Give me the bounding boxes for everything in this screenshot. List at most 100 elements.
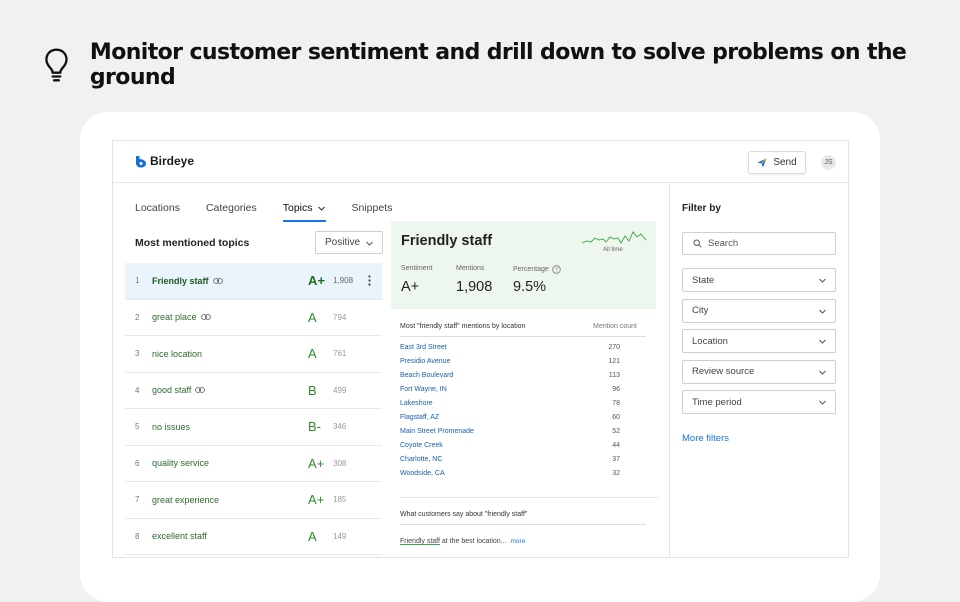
location-link[interactable]: Woodside, CA [400,470,445,477]
tab-topics[interactable]: Topics [282,202,326,222]
topic-rank: 6 [135,458,140,468]
topic-row[interactable]: 6 quality service A+ 308 [125,446,382,482]
filter-select-label: Location [692,335,728,347]
sentiment-stat-label: Sentiment [401,265,433,272]
search-placeholder: Search [708,238,739,249]
quote-highlight: Friendly staff [400,538,440,545]
location-link[interactable]: Coyote Creek [400,442,443,449]
location-link[interactable]: Flagstaff, AZ [400,414,440,421]
customer-quote: Friendly staff at the best location... m… [400,538,525,545]
topic-name: quality service [152,458,209,468]
sentiment-stat-value: A+ [401,279,420,295]
topic-grade: B [308,382,317,398]
svg-text:?: ? [555,268,558,274]
filter-select-label: State [692,274,715,286]
tab-snippets[interactable]: Snippets [351,202,393,214]
location-link[interactable]: Presidio Avenue [400,358,451,365]
topic-rank: 5 [135,422,140,432]
location-link[interactable]: Main Street Promenade [400,428,474,435]
location-row: Woodside, CA 32 [400,470,646,484]
topic-list: 1 Friendly staff A+ 1,908 2 great place A 794 3 n… [125,263,382,555]
quote-text: at the best location... [439,538,507,545]
topic-detail-header: Friendly staff All time Sentiment Mentio… [391,221,656,309]
chevron-down-icon [819,278,826,283]
more-options-icon[interactable] [368,275,371,286]
topic-name: great place [152,312,211,322]
link-icon [195,387,206,394]
filter-search-input[interactable]: Search [682,232,836,255]
quote-more-link[interactable]: more [510,538,526,545]
topic-name: great experience [152,495,219,505]
topic-rank: 4 [135,385,140,395]
lightbulb-icon [45,48,68,82]
topic-name: Friendly staff [152,276,223,286]
topic-row[interactable]: 3 nice location A 761 [125,336,382,373]
topic-grade: A+ [308,455,325,471]
chevron-down-icon [819,309,826,314]
topic-row[interactable]: 1 Friendly staff A+ 1,908 [125,263,382,300]
info-icon[interactable]: ? [552,265,561,274]
filter-select-review-source[interactable]: Review source [682,359,836,384]
link-icon [212,277,223,284]
location-row: Flagstaff, AZ 60 [400,414,646,428]
location-count: 270 [608,344,620,351]
mention-count-header: Mention count [593,323,637,330]
topic-row[interactable]: 2 great place A 794 [125,300,382,336]
chevron-down-icon [819,370,826,375]
section-divider [400,497,658,498]
topic-count: 761 [333,349,347,359]
sentiment-select[interactable]: Positive [315,231,383,254]
app-window: Birdeye Send JS Locations Categories Top… [112,140,849,558]
topic-row[interactable]: 5 no issues B- 346 [125,409,382,446]
avatar[interactable]: JS [821,155,836,170]
filter-select-label: Review source [692,366,755,377]
filter-select-city[interactable]: City [682,298,836,323]
location-link[interactable]: Lakeshore [400,400,433,407]
location-count: 60 [612,414,620,421]
location-count: 37 [612,456,620,463]
topic-count: 149 [333,531,347,541]
topic-grade: A [308,309,317,325]
location-row: Beach Boulevard 113 [400,372,646,386]
location-count: 121 [608,358,620,365]
topic-row[interactable]: 4 good staff B 499 [125,373,382,409]
birdeye-logo-icon [136,155,146,167]
birdeye-logo[interactable]: Birdeye [135,154,194,168]
location-row: Presidio Avenue 121 [400,358,646,372]
more-filters-link[interactable]: More filters [682,433,729,444]
filter-select-location[interactable]: Location [682,329,836,353]
location-link[interactable]: Beach Boulevard [400,372,454,379]
location-count: 32 [612,470,620,477]
filter-select-label: Time period [692,396,742,408]
filter-select-state[interactable]: State [682,268,836,292]
send-button[interactable]: Send [748,151,806,174]
filter-select-label: City [692,305,709,316]
topic-count: 794 [333,312,347,322]
topics-list-title: Most mentioned topics [135,237,250,249]
topic-name-text: good staff [152,385,192,396]
filter-select-time-period[interactable]: Time period [682,390,836,414]
locations-table: East 3rd Street 270 Presidio Avenue 121 Beac… [400,344,646,484]
topic-name-text: great experience [152,494,220,505]
location-link[interactable]: Charlotte, NC [400,456,443,463]
tab-categories[interactable]: Categories [205,202,257,214]
location-count: 78 [612,400,620,407]
location-link[interactable]: Fort Wayne, IN [400,386,447,393]
sentiment-select-value: Positive [325,237,361,248]
tab-locations[interactable]: Locations [135,202,180,214]
search-icon [693,239,702,248]
topic-count: 308 [333,458,347,468]
location-link[interactable]: East 3rd Street [400,344,447,351]
topic-name-text: great place [152,312,197,323]
topic-name-text: nice location [152,348,203,359]
topic-name-text: quality service [152,458,210,469]
topic-grade: A+ [308,273,325,289]
topic-row[interactable]: 7 great experience A+ 185 [125,482,382,519]
topic-name-text: no issues [152,421,191,432]
topic-row[interactable]: 8 excellent staff A 149 [125,519,382,555]
topic-name: nice location [152,349,202,359]
topic-name-text: excellent staff [152,531,207,542]
topic-name: good staff [152,385,206,396]
location-row: Main Street Promenade 52 [400,428,646,442]
logo-text: Birdeye [150,154,195,168]
